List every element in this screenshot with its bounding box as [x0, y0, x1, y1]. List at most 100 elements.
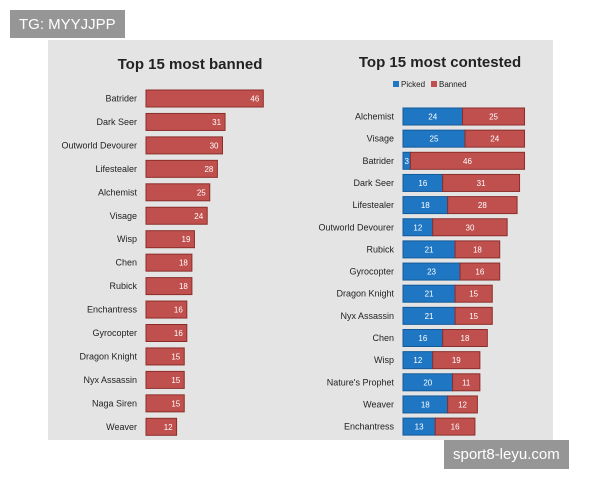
picked-value-enchantress: 13 — [415, 423, 424, 432]
contested-banned-value-dark-seer: 31 — [477, 179, 486, 188]
banned-label-gyrocopter: Gyrocopter — [92, 328, 137, 338]
picked-value-nature-s-prophet: 20 — [423, 378, 432, 387]
picked-value-dragon-knight: 21 — [425, 290, 434, 299]
contested-banned-value-outworld-devourer: 30 — [466, 223, 475, 232]
banned-bar-enchantress — [145, 300, 188, 319]
banned-label-nyx-assassin: Nyx Assassin — [83, 375, 137, 385]
picked-value-rubick: 21 — [425, 245, 434, 254]
contested-banned-value-visage: 24 — [490, 135, 499, 144]
contested-label-nyx-assassin: Nyx Assassin — [340, 311, 394, 321]
banned-value-batrider: 46 — [250, 95, 259, 104]
contested-label-outworld-devourer: Outworld Devourer — [318, 222, 394, 232]
contested-label-visage: Visage — [367, 134, 394, 144]
banned-value-dragon-knight: 15 — [171, 352, 180, 361]
picked-value-outworld-devourer: 12 — [413, 223, 422, 232]
contested-banned-bar-lifestealer — [447, 196, 518, 215]
banned-bar-alchemist — [145, 183, 211, 202]
picked-value-nyx-assassin: 21 — [425, 312, 434, 321]
contested-banned-value-wisp: 19 — [452, 356, 461, 365]
banned-bar-visage — [145, 206, 208, 225]
banned-label-visage: Visage — [110, 211, 137, 221]
banned-label-naga-siren: Naga Siren — [92, 398, 137, 408]
banned-bar-lifestealer — [145, 159, 218, 178]
contested-label-lifestealer: Lifestealer — [352, 200, 394, 210]
banned-value-weaver: 12 — [164, 423, 173, 432]
chart-panel: Top 15 most banned Batrider 46 Dark Seer 31 O… — [48, 40, 553, 440]
contested-banned-value-rubick: 18 — [473, 245, 482, 254]
banned-bar-outworld-devourer — [145, 136, 223, 155]
legend-picked-swatch — [393, 81, 399, 87]
banned-label-outworld-devourer: Outworld Devourer — [61, 140, 137, 150]
picked-value-chen: 16 — [418, 334, 427, 343]
contested-label-weaver: Weaver — [363, 399, 394, 409]
contested-banned-bar-rubick — [454, 240, 501, 259]
legend-picked-label: Picked — [401, 80, 425, 89]
contested-banned-value-chen: 18 — [461, 334, 470, 343]
contested-label-rubick: Rubick — [366, 244, 394, 254]
contested-banned-value-nyx-assassin: 15 — [469, 312, 478, 321]
picked-value-weaver: 18 — [421, 400, 430, 409]
banned-value-outworld-devourer: 30 — [210, 141, 219, 150]
chart-canvas: Top 15 most banned Batrider 46 Dark Seer 31 O… — [61, 54, 526, 436]
contested-banned-bar-visage — [464, 129, 526, 148]
site-watermark: sport8-leyu.com — [444, 440, 569, 469]
contested-banned-bar-alchemist — [462, 107, 526, 126]
banned-value-nyx-assassin: 15 — [171, 376, 180, 385]
banned-value-visage: 24 — [194, 212, 203, 221]
banned-label-dark-seer: Dark Seer — [96, 117, 137, 127]
contested-label-gyrocopter: Gyrocopter — [349, 267, 394, 277]
contested-banned-bar-wisp — [432, 351, 481, 370]
picked-value-lifestealer: 18 — [421, 201, 430, 210]
contested-banned-bar-nyx-assassin — [454, 306, 493, 325]
legend-banned-label: Banned — [439, 80, 467, 89]
contested-banned-bar-chen — [442, 329, 488, 347]
contested-label-wisp: Wisp — [374, 355, 394, 365]
picked-value-visage: 25 — [430, 135, 439, 144]
banned-bar-nyx-assassin — [145, 370, 185, 389]
banned-bar-wisp — [145, 230, 195, 249]
banned-label-alchemist: Alchemist — [98, 187, 138, 197]
banned-label-chen: Chen — [115, 258, 137, 268]
contested-banned-value-enchantress: 16 — [451, 423, 460, 432]
banned-label-lifestealer: Lifestealer — [95, 164, 137, 174]
banned-bar-dragon-knight — [145, 347, 185, 366]
contested-banned-value-weaver: 12 — [458, 400, 467, 409]
picked-value-gyrocopter: 23 — [427, 268, 436, 277]
banned-label-dragon-knight: Dragon Knight — [79, 351, 137, 361]
contested-banned-bar-dragon-knight — [454, 284, 493, 303]
banned-label-rubick: Rubick — [109, 281, 137, 291]
legend-banned-swatch — [431, 81, 437, 87]
banned-bar-rubick — [145, 277, 193, 296]
banned-label-enchantress: Enchantress — [87, 305, 138, 315]
banned-value-enchantress: 16 — [174, 306, 183, 315]
banned-value-lifestealer: 28 — [204, 165, 213, 174]
contested-banned-bar-enchantress — [434, 417, 476, 436]
contested-banned-value-nature-s-prophet: 11 — [462, 378, 471, 387]
banned-value-rubick: 18 — [179, 282, 188, 291]
picked-value-wisp: 12 — [413, 356, 422, 365]
banned-bar-dark-seer — [145, 112, 226, 131]
contested-banned-bar-outworld-devourer — [432, 218, 508, 237]
banned-value-gyrocopter: 16 — [174, 329, 183, 338]
contested-label-batrider: Batrider — [362, 156, 394, 166]
contested-label-nature-s-prophet: Nature's Prophet — [327, 377, 395, 387]
contested-label-chen: Chen — [372, 333, 394, 343]
contested-label-dragon-knight: Dragon Knight — [336, 289, 394, 299]
contested-banned-bar-weaver — [447, 395, 478, 414]
banned-bar-batrider — [145, 89, 264, 108]
banned-label-weaver: Weaver — [106, 422, 137, 432]
contested-banned-value-dragon-knight: 15 — [469, 290, 478, 299]
banned-bar-weaver — [145, 417, 178, 436]
banned-chart-title: Top 15 most banned — [118, 56, 263, 73]
banned-value-chen: 18 — [179, 259, 188, 268]
banned-value-naga-siren: 15 — [171, 399, 180, 408]
picked-value-alchemist: 24 — [428, 113, 437, 122]
banned-value-dark-seer: 31 — [212, 118, 221, 127]
banned-value-alchemist: 25 — [197, 188, 206, 197]
contested-banned-bar-dark-seer — [442, 173, 521, 192]
contested-chart-title: Top 15 most contested — [359, 54, 521, 71]
contested-banned-bar-gyrocopter — [459, 262, 501, 281]
banned-label-wisp: Wisp — [117, 234, 137, 244]
banned-bar-chen — [145, 253, 193, 272]
picked-value-dark-seer: 16 — [418, 179, 427, 188]
